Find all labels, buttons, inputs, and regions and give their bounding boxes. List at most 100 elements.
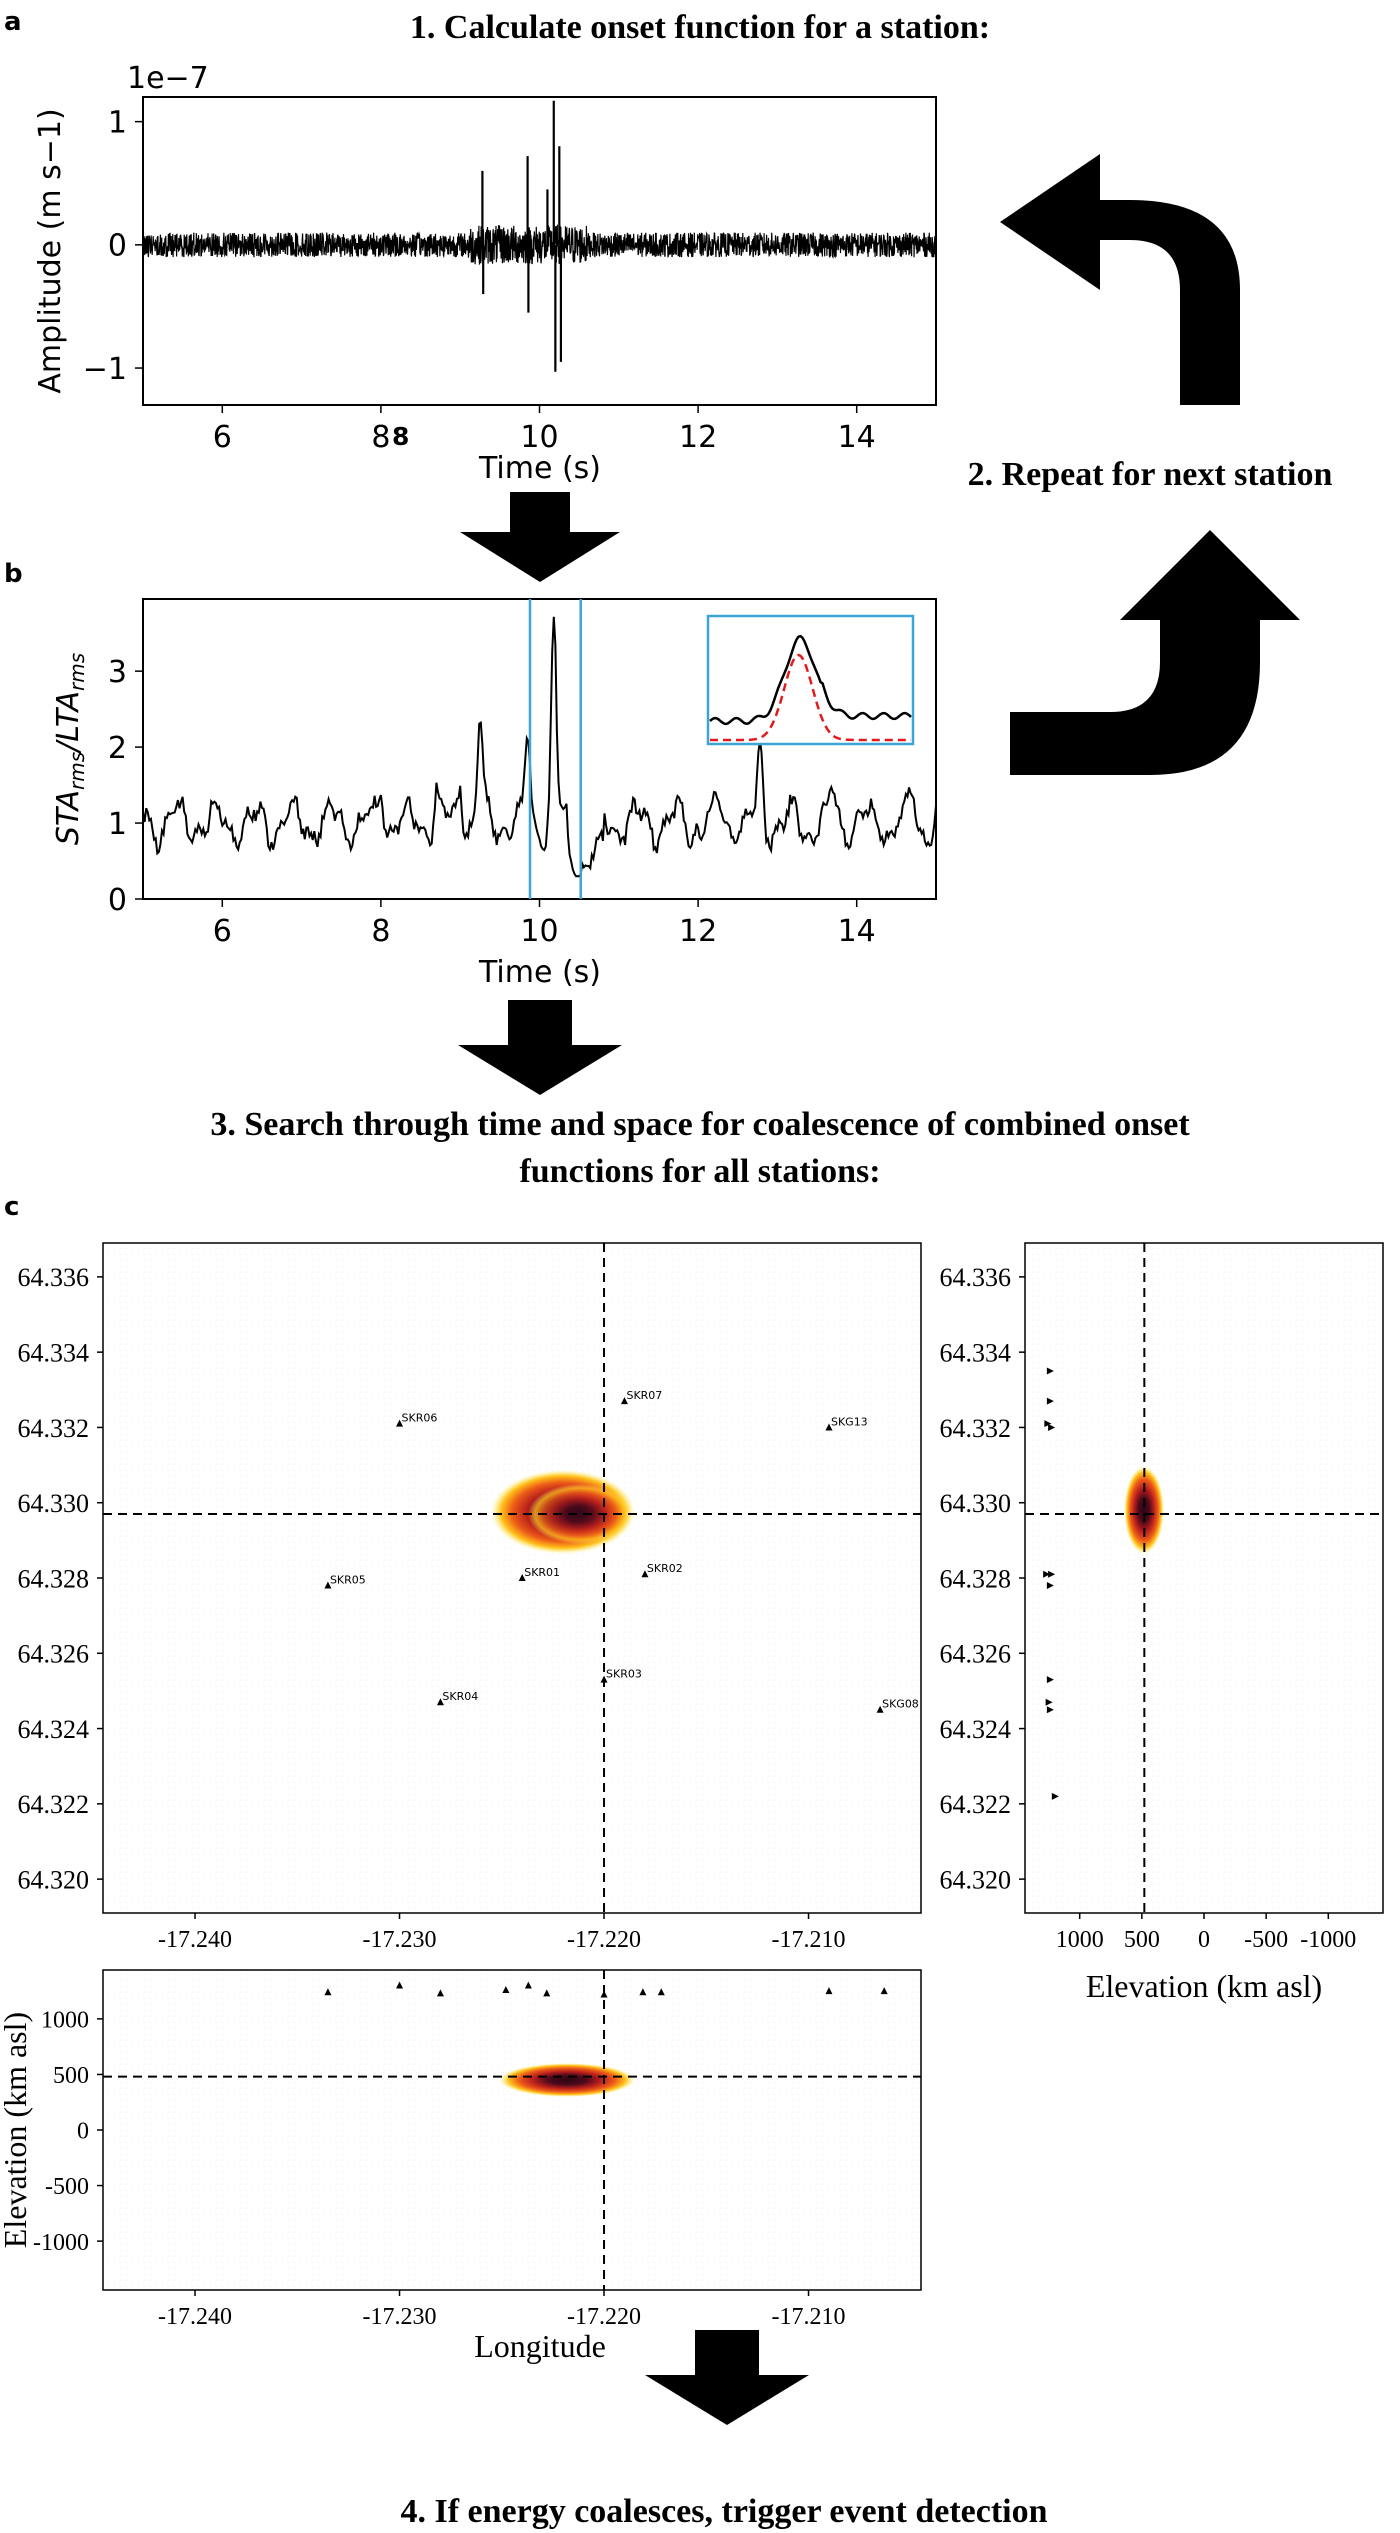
panel-b-ytick-label: 3 <box>108 655 127 690</box>
panel-c-bottom-y-axis-label: Elevation (km asl) <box>0 2012 33 2248</box>
panel-c-map-ytick-label: 64.328 <box>18 1564 90 1593</box>
panel-c-side-station-marker <box>1046 1706 1054 1714</box>
panel-c-bottom-station-marker <box>880 1987 888 1995</box>
panel-c-station-marker <box>518 1574 526 1581</box>
panel-c-side-station-marker <box>1046 1397 1054 1405</box>
panel-c-map-view: SKR06 SKR07 SKG13 SKR05 SKR01 SKR02 SKR03 SKR04… <box>18 1242 922 1953</box>
arrow-down-c-to-detection <box>645 2330 809 2425</box>
panel-a-x-axis-label: Time (s) <box>478 451 601 486</box>
panel-label-b: b <box>4 559 23 589</box>
panel-c-side-ytick-label: 64.324 <box>940 1715 1012 1744</box>
panel-c-bottom-station-marker <box>524 1981 532 1989</box>
panel-c-side-crosshair <box>1025 1243 1383 1913</box>
panel-c-side-y-ticks: 64.320 64.322 64.324 64.326 64.328 64.330 64.3… <box>940 1263 1025 1894</box>
panel-b-y-axis-label: STArms/LTArms <box>51 653 89 845</box>
panel-c-bottom-ytick-label: 1000 <box>41 2008 89 2034</box>
panel-c-side-ytick-label: 64.322 <box>940 1790 1012 1819</box>
panel-c-side-xtick-label: 1000 <box>1056 1927 1104 1953</box>
panel-c-station-marker <box>641 1570 649 1578</box>
panel-c-map-x-ticks: -17.240 -17.230 -17.220 -17.210 <box>158 1913 846 1953</box>
panel-c-map-xtick-label: -17.240 <box>158 1927 232 1953</box>
panel-c-side-ytick-label: 64.330 <box>940 1489 1012 1518</box>
panel-c-map-ytick-label: 64.336 <box>18 1263 90 1292</box>
panel-c-station-label: SKR07 <box>626 1389 662 1402</box>
step-2-title: 2. Repeat for next station <box>968 456 1333 493</box>
panel-c-bottom-ytick-label: -1000 <box>33 2230 89 2256</box>
panel-c-side-ytick-label: 64.336 <box>940 1263 1012 1292</box>
panel-c-bottom-xtick-label: -17.220 <box>567 2304 641 2330</box>
panel-c-side-ytick-label: 64.334 <box>940 1339 1012 1368</box>
panel-c-station-marker <box>876 1705 884 1713</box>
panel-c-side-station-marker <box>1046 1676 1054 1684</box>
panel-b-trace <box>142 616 937 878</box>
panel-c-station-marker <box>324 1581 332 1589</box>
panel-c-station-marker <box>396 1419 404 1427</box>
panel-b-ratio-trace <box>142 616 937 878</box>
panel-c-side-x-ticks: 1000 500 0 -500 -1000 <box>1056 1913 1356 1953</box>
arrow-down-b-to-c <box>458 1000 622 1095</box>
panel-b-ytick-label: 0 <box>108 883 127 918</box>
panel-c-bottom-ytick-label: 0 <box>77 2119 89 2145</box>
panel-c-map-ytick-label: 64.330 <box>18 1489 90 1518</box>
panel-c-map-ytick-label: 64.322 <box>18 1790 90 1819</box>
panel-c-station-label: SKR05 <box>330 1574 366 1587</box>
panel-c-bottom-station-marker <box>825 1987 833 1995</box>
step-1-title: 1. Calculate onset function for a statio… <box>410 9 990 46</box>
panel-label-c: c <box>4 1192 19 1222</box>
panel-b-xtick-label: 12 <box>679 914 717 949</box>
panel-c-side-station-marker <box>1048 1423 1056 1431</box>
panel-c-bottom-coalescence-blob <box>499 2063 635 2097</box>
panel-a-x-ticks: 6 8 10 12 14 <box>213 405 876 455</box>
panel-c-side-station-marker <box>1044 1420 1052 1428</box>
panel-c-bottom-station-marker <box>639 1988 647 1996</box>
panel-a-stray-label: 8 <box>392 422 409 451</box>
panel-c-station-label: SKR06 <box>402 1412 438 1425</box>
panel-c-side-station-marker <box>1046 1582 1054 1590</box>
panel-c-map-ytick-label: 64.320 <box>18 1865 90 1894</box>
panel-b-x-axis-label: Time (s) <box>478 955 601 990</box>
panel-a-noise-trace <box>142 223 937 265</box>
panel-b-ytick-label: 1 <box>108 807 127 842</box>
panel-b-xtick-label: 10 <box>520 914 558 949</box>
panel-c-station-label: SKG08 <box>882 1698 919 1711</box>
panel-a-xtick-label: 8 <box>371 420 390 455</box>
panel-c-bottom-ytick-label: -500 <box>45 2174 89 2200</box>
panel-c-station-label: SKG13 <box>831 1415 868 1428</box>
panel-a-ytick-label: −1 <box>83 352 127 387</box>
panel-a-waveform-plot: 6 8 10 12 14 −1 0 1 1e−7 8 Time (s) Amplitude … <box>33 61 937 486</box>
arrow-down-a-to-b <box>460 492 620 582</box>
panel-b-inset-curves <box>709 634 912 742</box>
panel-b-xtick-label: 8 <box>371 914 390 949</box>
panel-c-bottom-stations <box>324 1981 888 1998</box>
panel-c-map-coalescence-core <box>528 1484 632 1544</box>
panel-c-station-label: SKR02 <box>647 1562 683 1575</box>
panel-c-bottom-station-marker <box>324 1988 332 1996</box>
panel-c-map-ytick-label: 64.334 <box>18 1339 90 1368</box>
panel-c-bottom-y-ticks: 1000 500 0 -500 -1000 <box>33 2008 103 2256</box>
panel-b-inset-fit-curve <box>710 653 911 742</box>
panel-c-map-xtick-label: -17.220 <box>567 1927 641 1953</box>
panel-c-bottom-x-ticks: -17.240 -17.230 -17.220 -17.210 <box>158 2290 846 2330</box>
panel-c-map-xtick-label: -17.230 <box>363 1927 437 1953</box>
panel-b-xtick-label: 14 <box>838 914 876 949</box>
panel-a-y-axis-label: Amplitude (m s−1) <box>33 108 68 393</box>
panel-c-map-crosshair <box>103 1243 921 1913</box>
panel-b-inset-observed-curve <box>709 634 912 726</box>
panel-c-side-coalescence-blob <box>1124 1466 1164 1554</box>
panel-c-bottom-x-axis-label: Longitude <box>474 2328 606 2364</box>
panel-c-side-station-marker <box>1046 1367 1054 1375</box>
panel-c-bottom-station-marker <box>657 1988 665 1996</box>
panel-b-ytick-label: 2 <box>108 731 127 766</box>
panel-c-bottom-ytick-label: 500 <box>53 2063 89 2089</box>
panel-c-bottom-station-marker <box>543 1989 551 1997</box>
panel-c-map-ytick-label: 64.332 <box>18 1414 90 1443</box>
panel-a-ytick-label: 0 <box>108 229 127 264</box>
panel-a-xtick-label: 6 <box>213 420 232 455</box>
panel-a-y-ticks: −1 0 1 <box>83 105 143 387</box>
panel-b-xtick-label: 6 <box>213 914 232 949</box>
panel-c-depth-section: -17.240 -17.230 -17.220 -17.210 1000 500 0 -50… <box>0 1969 922 2364</box>
panel-c-bottom-xtick-label: -17.210 <box>772 2304 846 2330</box>
panel-c-side-station-marker <box>1045 1698 1053 1706</box>
